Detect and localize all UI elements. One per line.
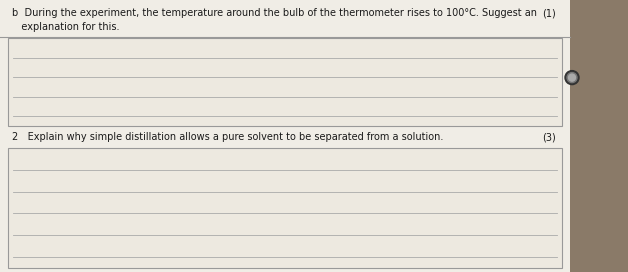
- Circle shape: [565, 71, 579, 85]
- FancyBboxPatch shape: [8, 148, 562, 268]
- FancyBboxPatch shape: [8, 38, 562, 126]
- Text: explanation for this.: explanation for this.: [12, 22, 119, 32]
- Text: 2   Explain why simple distillation allows a pure solvent to be separated from a: 2 Explain why simple distillation allows…: [12, 132, 443, 142]
- Text: b  During the experiment, the temperature around the bulb of the thermometer ris: b During the experiment, the temperature…: [12, 8, 537, 18]
- FancyBboxPatch shape: [0, 0, 570, 272]
- Text: (3): (3): [542, 132, 556, 142]
- Circle shape: [568, 74, 575, 81]
- Text: (1): (1): [542, 8, 556, 18]
- Circle shape: [567, 73, 577, 83]
